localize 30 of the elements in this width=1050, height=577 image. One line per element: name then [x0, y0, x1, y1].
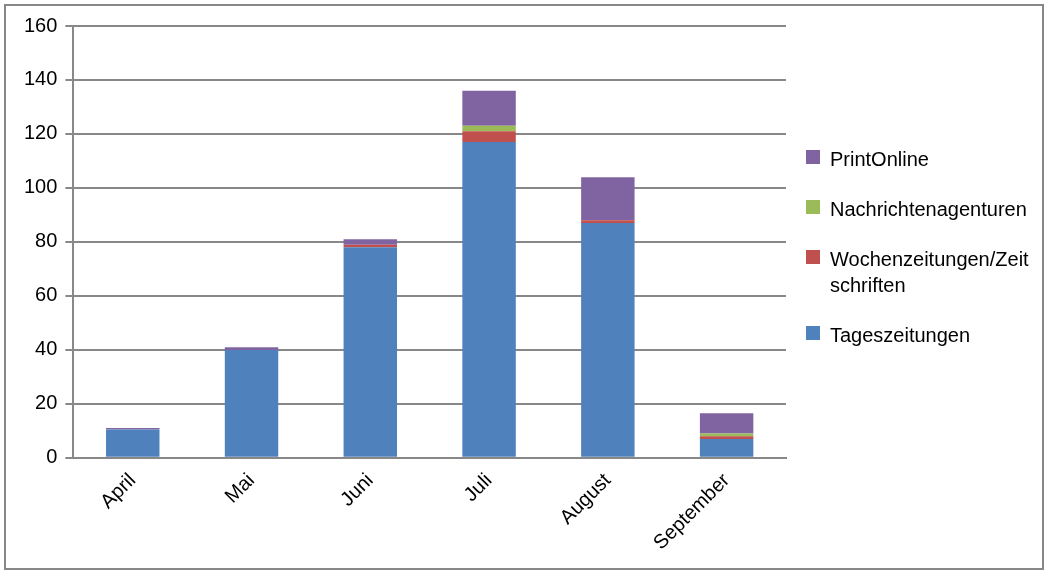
- bar: [343, 247, 398, 457]
- y-tick-label: 60: [35, 283, 58, 306]
- bar: [462, 90, 516, 126]
- bar: [462, 125, 516, 132]
- y-tick-label: 120: [23, 121, 58, 144]
- bar: [699, 413, 754, 434]
- y-tick-label: 160: [23, 13, 58, 36]
- bar: [106, 429, 160, 457]
- legend-label: Wochenzeitungen/Zeitschriften: [830, 247, 1030, 298]
- legend-label: Nachrichtenagenturen: [830, 197, 1027, 222]
- x-tick-label: Mai: [219, 468, 259, 507]
- y-tick-label: 100: [23, 175, 58, 198]
- y-tick-label: 140: [23, 67, 58, 90]
- y-tick-label: 80: [35, 229, 58, 252]
- bar: [462, 131, 516, 143]
- bar: [581, 177, 635, 221]
- x-tick-label: Juli: [459, 468, 496, 506]
- legend-label: Tageszeitungen: [830, 323, 971, 348]
- bar: [462, 142, 516, 457]
- y-tick-label: 0: [46, 445, 58, 468]
- legend-label: PrintOnline: [830, 147, 929, 172]
- x-tick-label: Juni: [335, 468, 378, 511]
- y-tick-label: 40: [35, 337, 58, 360]
- bar: [581, 223, 635, 457]
- bar: [224, 347, 279, 350]
- bar: [699, 438, 754, 457]
- bar: [343, 239, 398, 245]
- bar: [224, 349, 279, 457]
- y-tick-label: 20: [35, 391, 58, 414]
- bar: [581, 220, 635, 224]
